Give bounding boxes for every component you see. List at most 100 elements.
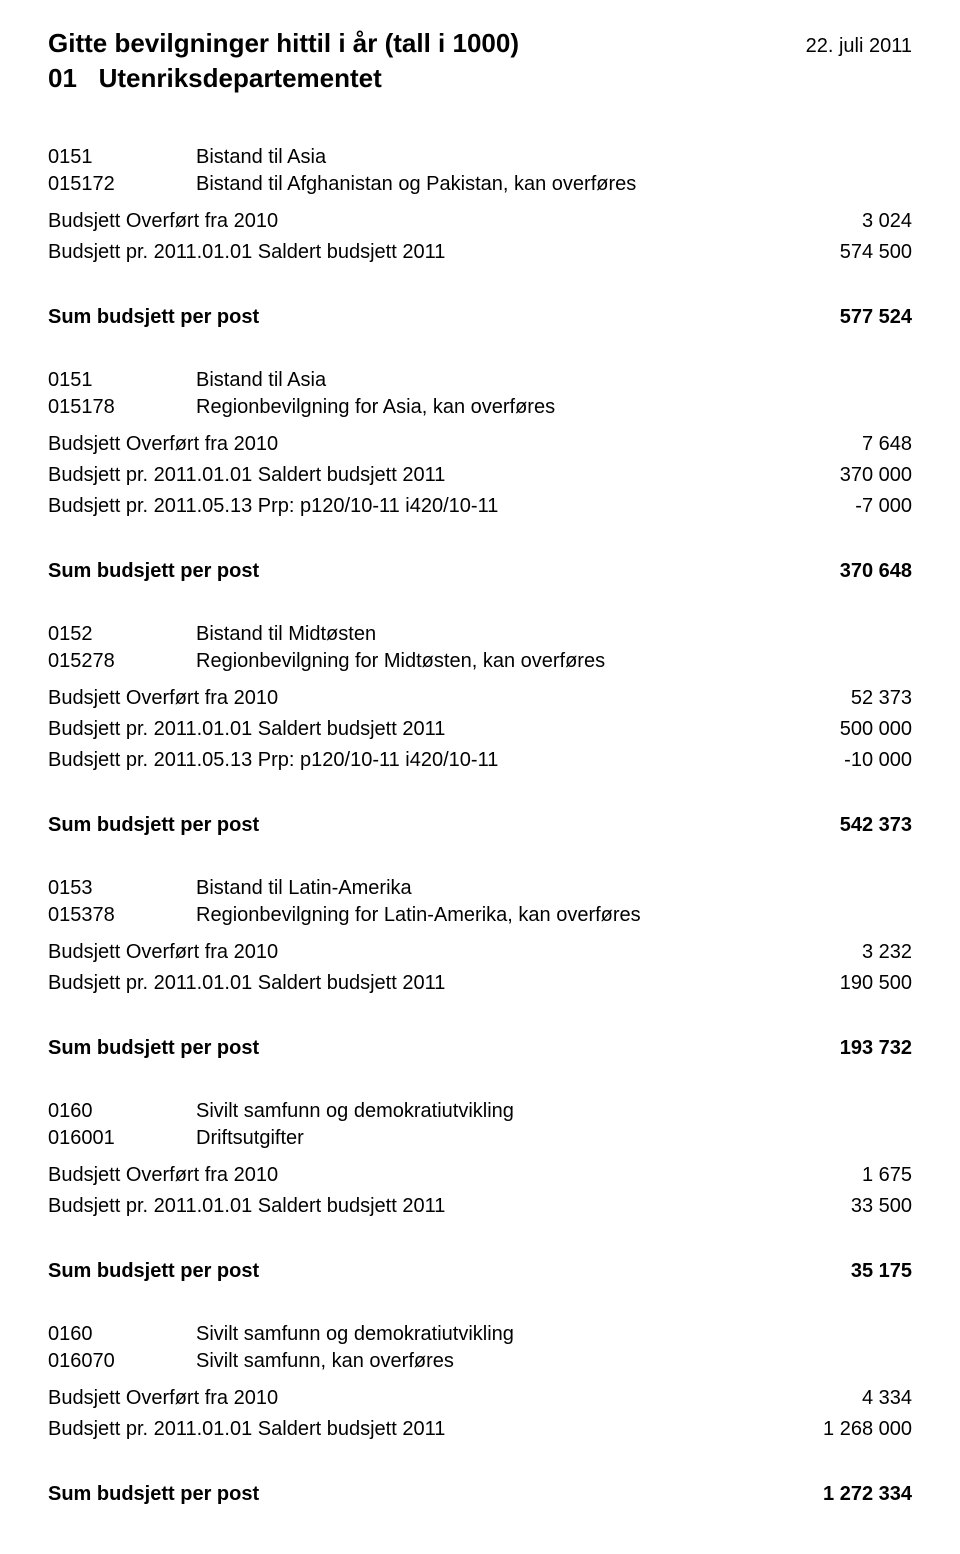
post-code: 016001 (48, 1127, 148, 1150)
budget-line: Budsjett Overført fra 20103 232 (48, 937, 912, 968)
intro-row: 015378 Regionbevilgning for Latin-Amerika… (48, 904, 912, 927)
budget-line: Budsjett pr. 2011.01.01 Saldert budsjett… (48, 968, 912, 999)
intro-row: 0151 Bistand til Asia (48, 369, 912, 392)
intro-row: 015278 Regionbevilgning for Midtøsten, ka… (48, 650, 912, 673)
sum-label: Sum budsjett per post (48, 560, 259, 583)
line-value: 574 500 (772, 237, 912, 268)
line-value: 1 268 000 (772, 1414, 912, 1445)
post-label: Regionbevilgning for Latin-Amerika, kan … (196, 904, 641, 927)
post-code: 0151 (48, 146, 148, 169)
budget-lines: Budsjett Overført fra 20104 334Budsjett … (48, 1383, 912, 1445)
post-label: Bistand til Asia (196, 146, 326, 169)
budget-section: 0153 Bistand til Latin-Amerika 015378 Regio… (48, 877, 912, 1060)
budget-lines: Budsjett Overført fra 20101 675Budsjett … (48, 1160, 912, 1222)
line-label: Budsjett pr. 2011.01.01 Saldert budsjett… (48, 1191, 445, 1222)
post-code: 015378 (48, 904, 148, 927)
post-code: 0160 (48, 1100, 148, 1123)
post-label: Bistand til Midtøsten (196, 623, 376, 646)
post-label: Driftsutgifter (196, 1127, 304, 1150)
intro-row: 0153 Bistand til Latin-Amerika (48, 877, 912, 900)
sum-row: Sum budsjett per post 35 175 (48, 1260, 912, 1283)
intro-row: 0152 Bistand til Midtøsten (48, 623, 912, 646)
sum-row: Sum budsjett per post 577 524 (48, 306, 912, 329)
department-line: 01 Utenriksdepartementet (48, 63, 912, 94)
budget-line: Budsjett Overført fra 2010 1 675 (48, 1160, 912, 1191)
sum-label: Sum budsjett per post (48, 1260, 259, 1283)
post-label: Bistand til Afghanistan og Pakistan, kan… (196, 173, 636, 196)
budget-line: Budsjett Overført fra 2010 52 373 (48, 683, 912, 714)
post-label: Sivilt samfunn, kan overføres (196, 1350, 454, 1373)
budget-lines: Budsjett Overført fra 20103 024Budsjett … (48, 206, 912, 268)
sum-label: Sum budsjett per post (48, 1483, 259, 1506)
line-label: Budsjett Overført fra 2010 (48, 206, 278, 237)
post-label: Regionbevilgning for Midtøsten, kan over… (196, 650, 605, 673)
line-value: 1 675 (772, 1160, 912, 1191)
sum-value: 1 272 334 (772, 1483, 912, 1506)
post-code: 015178 (48, 396, 148, 419)
page-title: Gitte bevilgninger hittil i år (tall i 1… (48, 28, 519, 59)
sections-container: 0151 Bistand til Asia 015172 Bistand til Af… (48, 146, 912, 1506)
line-label: Budsjett Overført fra 2010 (48, 683, 278, 714)
page-header: Gitte bevilgninger hittil i år (tall i 1… (48, 28, 912, 59)
line-label: Budsjett pr. 2011.01.01 Saldert budsjett… (48, 1414, 445, 1445)
post-label: Sivilt samfunn og demokratiutvikling (196, 1100, 514, 1123)
line-label: Budsjett pr. 2011.05.13 Prp: p120/10-11 … (48, 745, 498, 776)
budget-line: Budsjett pr. 2011.01.01 Saldert budsjett… (48, 460, 912, 491)
sum-row: Sum budsjett per post 1 272 334 (48, 1483, 912, 1506)
sum-label: Sum budsjett per post (48, 1037, 259, 1060)
budget-section: 0151 Bistand til Asia 015178 Regionbevilgni… (48, 369, 912, 583)
line-label: Budsjett pr. 2011.01.01 Saldert budsjett… (48, 714, 445, 745)
line-label: Budsjett pr. 2011.01.01 Saldert budsjett… (48, 968, 445, 999)
budget-lines: Budsjett Overført fra 201052 373Budsjett… (48, 683, 912, 776)
post-label: Sivilt samfunn og demokratiutvikling (196, 1323, 514, 1346)
budget-line: Budsjett pr. 2011.01.01 Saldert budsjett… (48, 714, 912, 745)
budget-section: 0152 Bistand til Midtøsten 015278 Regionbev… (48, 623, 912, 837)
budget-line: Budsjett pr. 2011.05.13 Prp: p120/10-11 … (48, 745, 912, 776)
budget-section: 0160 Sivilt samfunn og demokratiutvikling… (48, 1323, 912, 1506)
budget-line: Budsjett pr. 2011.05.13 Prp: p120/10-11 … (48, 491, 912, 522)
intro-row: 0160 Sivilt samfunn og demokratiutvikling (48, 1100, 912, 1123)
sum-row: Sum budsjett per post542 373 (48, 814, 912, 837)
intro-row: 015178 Regionbevilgning for Asia, kan ove… (48, 396, 912, 419)
post-code: 0160 (48, 1323, 148, 1346)
line-label: Budsjett pr. 2011.01.01 Saldert budsjett… (48, 237, 445, 268)
line-value: 190 500 (772, 968, 912, 999)
line-value: -10 000 (772, 745, 912, 776)
post-code: 015172 (48, 173, 148, 196)
line-label: Budsjett Overført fra 2010 (48, 1160, 278, 1191)
budget-section: 0151 Bistand til Asia 015172 Bistand til Af… (48, 146, 912, 329)
line-label: Budsjett Overført fra 2010 (48, 937, 278, 968)
budget-lines: Budsjett Overført fra 20103 232Budsjett … (48, 937, 912, 999)
sum-label: Sum budsjett per post (48, 814, 259, 837)
budget-line: Budsjett pr. 2011.01.01 Saldert budsjett… (48, 1414, 912, 1445)
department-name: Utenriksdepartementet (99, 63, 382, 93)
intro-row: 016001 Driftsutgifter (48, 1127, 912, 1150)
sum-label: Sum budsjett per post (48, 306, 259, 329)
post-code: 0152 (48, 623, 148, 646)
intro-row: 016070 Sivilt samfunn, kan overføres (48, 1350, 912, 1373)
budget-line: Budsjett Overført fra 2010 3 024 (48, 206, 912, 237)
line-value: 500 000 (772, 714, 912, 745)
budget-section: 0160 Sivilt samfunn og demokratiutvikling… (48, 1100, 912, 1283)
line-value: 3 024 (772, 206, 912, 237)
sum-value: 35 175 (772, 1260, 912, 1283)
post-label: Bistand til Asia (196, 369, 326, 392)
budget-line: Budsjett Overført fra 20104 334 (48, 1383, 912, 1414)
budget-lines: Budsjett Overført fra 20107 648Budsjett … (48, 429, 912, 522)
department-code: 01 (48, 63, 77, 93)
post-label: Regionbevilgning for Asia, kan overføres (196, 396, 555, 419)
sum-value: 577 524 (772, 306, 912, 329)
post-code: 0153 (48, 877, 148, 900)
line-value: 4 334 (772, 1383, 912, 1414)
line-value: 52 373 (772, 683, 912, 714)
post-label: Bistand til Latin-Amerika (196, 877, 412, 900)
post-code: 015278 (48, 650, 148, 673)
line-value: 7 648 (772, 429, 912, 460)
post-code: 0151 (48, 369, 148, 392)
page-date: 22. juli 2011 (806, 35, 912, 58)
post-code: 016070 (48, 1350, 148, 1373)
line-value: -7 000 (772, 491, 912, 522)
budget-line: Budsjett pr. 2011.01.01 Saldert budsjett… (48, 1191, 912, 1222)
budget-line: Budsjett Overført fra 20107 648 (48, 429, 912, 460)
line-value: 33 500 (772, 1191, 912, 1222)
